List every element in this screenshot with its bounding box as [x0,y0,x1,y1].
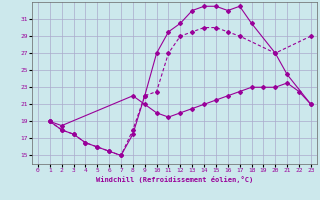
X-axis label: Windchill (Refroidissement éolien,°C): Windchill (Refroidissement éolien,°C) [96,176,253,183]
